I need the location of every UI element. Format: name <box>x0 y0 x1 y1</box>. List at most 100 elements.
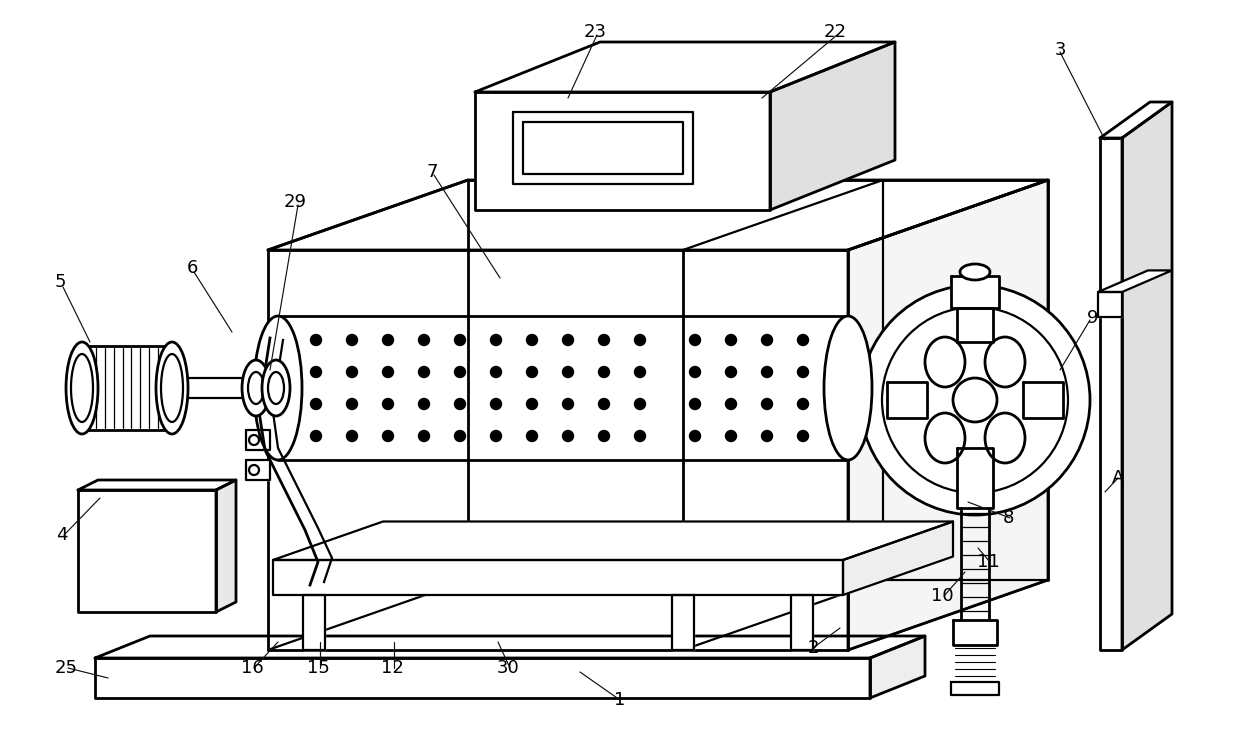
Polygon shape <box>957 448 993 508</box>
Text: 16: 16 <box>241 659 263 677</box>
Circle shape <box>954 378 997 422</box>
Circle shape <box>797 430 808 442</box>
Text: 11: 11 <box>977 553 999 571</box>
Polygon shape <box>95 636 925 658</box>
Text: 9: 9 <box>1087 309 1099 327</box>
Polygon shape <box>246 460 270 480</box>
Circle shape <box>635 334 646 346</box>
Ellipse shape <box>268 372 284 404</box>
Circle shape <box>249 435 259 445</box>
Circle shape <box>455 367 465 377</box>
Text: 25: 25 <box>55 659 77 677</box>
Ellipse shape <box>248 372 264 404</box>
Polygon shape <box>954 620 997 645</box>
Circle shape <box>527 398 537 410</box>
Polygon shape <box>78 480 236 490</box>
Circle shape <box>725 367 737 377</box>
Ellipse shape <box>254 316 303 460</box>
Polygon shape <box>848 180 1048 650</box>
Polygon shape <box>1100 138 1122 650</box>
Circle shape <box>563 398 573 410</box>
Circle shape <box>310 398 321 410</box>
Polygon shape <box>78 490 216 612</box>
Text: 30: 30 <box>497 659 520 677</box>
Circle shape <box>563 367 573 377</box>
Polygon shape <box>273 521 954 560</box>
Circle shape <box>527 367 537 377</box>
Circle shape <box>491 334 501 346</box>
Polygon shape <box>523 122 683 174</box>
Circle shape <box>310 430 321 442</box>
Circle shape <box>635 398 646 410</box>
Circle shape <box>491 430 501 442</box>
Circle shape <box>346 334 357 346</box>
Polygon shape <box>95 658 870 698</box>
Circle shape <box>382 398 393 410</box>
Polygon shape <box>887 382 928 418</box>
Circle shape <box>861 285 1090 515</box>
Circle shape <box>761 430 773 442</box>
Text: 29: 29 <box>284 193 306 211</box>
Circle shape <box>310 367 321 377</box>
Circle shape <box>761 334 773 346</box>
Circle shape <box>725 334 737 346</box>
Circle shape <box>346 367 357 377</box>
Ellipse shape <box>242 360 270 416</box>
Ellipse shape <box>66 342 98 434</box>
Circle shape <box>527 430 537 442</box>
Text: 10: 10 <box>931 587 954 605</box>
Text: 4: 4 <box>56 526 68 544</box>
Circle shape <box>689 334 701 346</box>
Text: 5: 5 <box>55 273 66 291</box>
Circle shape <box>599 367 610 377</box>
Circle shape <box>797 367 808 377</box>
Polygon shape <box>791 595 813 650</box>
Polygon shape <box>951 276 999 308</box>
Circle shape <box>761 398 773 410</box>
Polygon shape <box>1097 292 1122 317</box>
Polygon shape <box>957 308 993 342</box>
Polygon shape <box>475 42 895 92</box>
Text: A: A <box>1112 469 1125 487</box>
Ellipse shape <box>985 337 1025 387</box>
Circle shape <box>419 334 429 346</box>
Text: 12: 12 <box>381 659 403 677</box>
Circle shape <box>455 430 465 442</box>
Circle shape <box>563 334 573 346</box>
Ellipse shape <box>156 342 188 434</box>
Polygon shape <box>843 521 954 595</box>
Text: 15: 15 <box>306 659 330 677</box>
Circle shape <box>797 334 808 346</box>
Circle shape <box>455 398 465 410</box>
Circle shape <box>249 465 259 475</box>
Polygon shape <box>268 180 1048 250</box>
Polygon shape <box>1097 271 1172 292</box>
Polygon shape <box>870 636 925 698</box>
Polygon shape <box>273 560 843 595</box>
Circle shape <box>689 367 701 377</box>
Circle shape <box>419 398 429 410</box>
Ellipse shape <box>262 360 290 416</box>
Circle shape <box>419 367 429 377</box>
Circle shape <box>346 398 357 410</box>
Polygon shape <box>770 42 895 210</box>
Circle shape <box>761 367 773 377</box>
Circle shape <box>382 430 393 442</box>
Circle shape <box>382 334 393 346</box>
Ellipse shape <box>71 354 93 422</box>
Text: 23: 23 <box>584 23 606 41</box>
Polygon shape <box>475 92 770 210</box>
Text: 8: 8 <box>1002 509 1013 527</box>
Text: 2: 2 <box>807 639 818 657</box>
Polygon shape <box>1023 382 1063 418</box>
Text: 22: 22 <box>823 23 847 41</box>
Circle shape <box>527 334 537 346</box>
Circle shape <box>725 430 737 442</box>
Circle shape <box>725 398 737 410</box>
Circle shape <box>455 334 465 346</box>
Ellipse shape <box>985 413 1025 463</box>
Circle shape <box>382 367 393 377</box>
Circle shape <box>563 430 573 442</box>
Polygon shape <box>246 430 270 450</box>
Circle shape <box>491 367 501 377</box>
